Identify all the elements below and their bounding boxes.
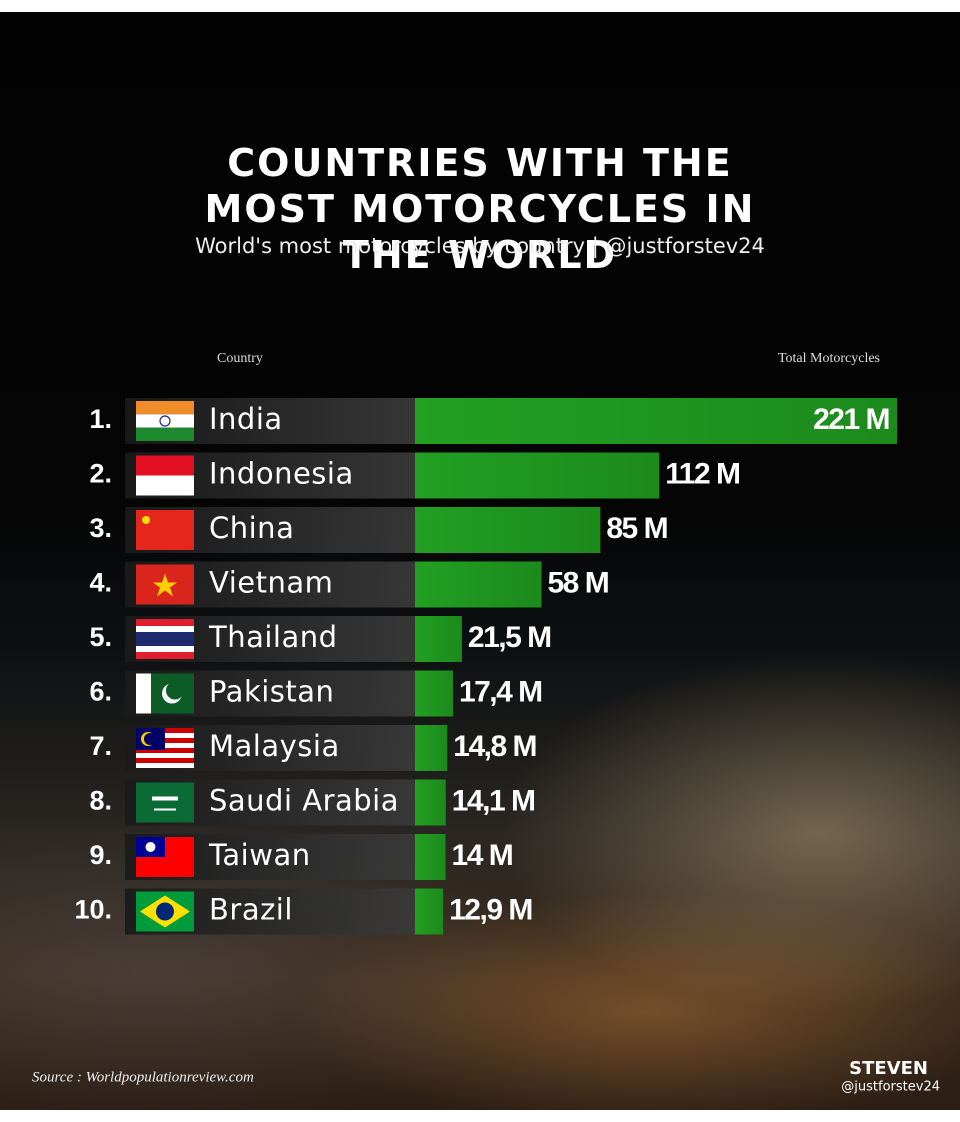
flag-part	[136, 626, 194, 632]
bar	[415, 779, 446, 826]
category-label: Saudi Arabia	[209, 784, 399, 818]
category-label: China	[209, 511, 294, 545]
bar	[415, 398, 897, 444]
category-header: Country	[217, 351, 263, 366]
flag-part	[156, 902, 174, 921]
flag-part	[144, 733, 156, 745]
flag-part	[136, 455, 194, 476]
value-label: 14,1 M	[452, 784, 535, 817]
category-label: Pakistan	[209, 675, 334, 709]
flag-part	[159, 415, 171, 427]
flag-part	[153, 573, 177, 597]
value-label: 112 M	[665, 457, 739, 490]
value-label: 58 M	[547, 566, 608, 599]
background: COUNTRIES WITH THE MOST MOTORCYCLES IN T…	[0, 12, 960, 1110]
rank: 9.	[89, 840, 112, 870]
flag-part	[152, 796, 178, 801]
bar	[415, 561, 542, 608]
flag	[136, 564, 194, 605]
flag	[136, 728, 194, 768]
bar	[415, 834, 446, 880]
source: Source : Worldpopulationreview.com	[32, 1069, 254, 1085]
flag-part	[136, 758, 194, 763]
flag-part	[136, 619, 194, 626]
flag	[136, 401, 194, 441]
flag-part	[142, 516, 150, 524]
bar	[415, 888, 444, 935]
flag	[136, 837, 194, 877]
chart-subtitle: World's most motorcycles by country | @j…	[195, 234, 765, 258]
value-label: 17,4 M	[459, 675, 542, 708]
flag-part	[136, 748, 194, 753]
flag-part	[136, 782, 194, 823]
rank: 3.	[89, 513, 112, 543]
flag-part	[136, 673, 151, 714]
flag-part	[154, 808, 176, 811]
value-label: 12,9 M	[449, 893, 532, 926]
value-label: 221 M	[813, 403, 889, 436]
flag	[136, 455, 194, 496]
rank: 6.	[89, 677, 112, 707]
flag-part	[136, 475, 194, 496]
rank: 4.	[89, 568, 112, 598]
rank: 10.	[74, 895, 112, 925]
flag-part	[136, 401, 194, 415]
value-label: 14,8 M	[453, 730, 536, 763]
category-label: Taiwan	[208, 838, 311, 872]
flag-part	[136, 632, 194, 646]
category-label: Vietnam	[209, 566, 333, 600]
bar	[415, 507, 601, 553]
rank: 5.	[89, 622, 112, 652]
flag	[136, 510, 194, 550]
chart-title: COUNTRIES WITH THE MOST MOTORCYCLES IN T…	[204, 141, 756, 277]
category-label: Brazil	[209, 893, 293, 927]
handle: @justforstev24	[841, 1080, 940, 1095]
bar	[415, 616, 462, 662]
bar	[415, 670, 453, 717]
flag-part	[136, 427, 194, 441]
flag-part	[136, 753, 194, 758]
flag	[136, 673, 194, 714]
signature: STEVEN	[849, 1058, 928, 1079]
bar	[415, 725, 448, 771]
rank: 2.	[89, 459, 112, 489]
flag-part	[136, 510, 194, 550]
flag-part	[136, 646, 194, 652]
chart: Country Total Motorcycles Source : World…	[32, 351, 940, 1095]
flag-part	[145, 842, 156, 852]
bar	[415, 452, 660, 499]
flag	[136, 782, 194, 823]
value-label: 14 M	[452, 839, 513, 872]
value-label: 21,5 M	[468, 621, 551, 654]
flag-part	[136, 652, 194, 659]
category-label: India	[209, 402, 283, 436]
rank: 8.	[89, 786, 112, 816]
flag-part	[166, 681, 184, 700]
category-label: Malaysia	[209, 729, 340, 763]
value-header: Total Motorcycles	[778, 351, 880, 366]
rank: 1.	[89, 404, 112, 434]
flag-part	[136, 414, 194, 428]
category-label: Indonesia	[209, 457, 354, 491]
value-label: 85 M	[606, 512, 667, 545]
flag-part	[136, 763, 194, 768]
flag	[136, 619, 194, 659]
flag	[136, 891, 194, 932]
rank: 7.	[89, 731, 112, 761]
category-label: Thailand	[208, 620, 338, 654]
